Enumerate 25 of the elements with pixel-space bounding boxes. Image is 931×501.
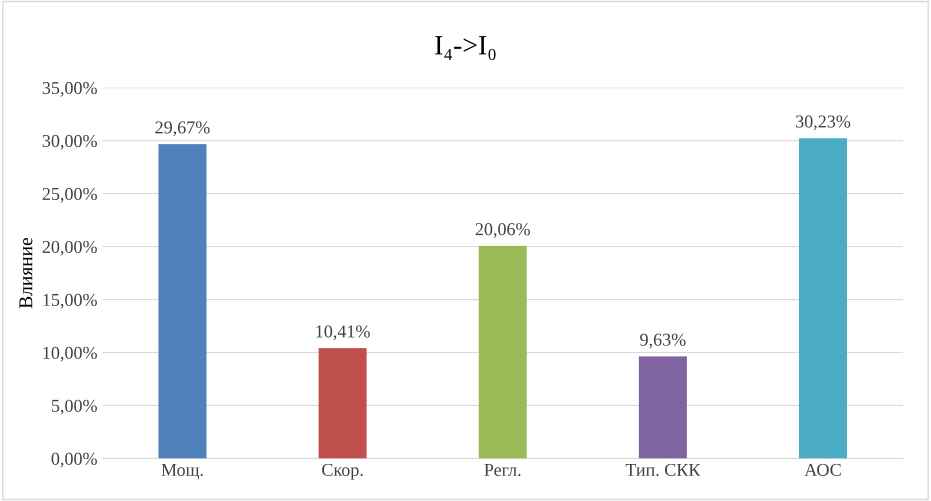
data-label: 10,41% [316, 325, 370, 340]
x-tick-label: Скор. [322, 464, 363, 480]
x-tick-label: Регл. [484, 464, 520, 476]
bar [478, 246, 527, 458]
bar [638, 356, 687, 458]
y-tick-label: 20,00% [42, 240, 97, 256]
data-label: 30,23% [796, 115, 850, 130]
y-axis-title: Влияние [19, 238, 32, 308]
y-tick-label: 10,00% [43, 346, 97, 362]
y-tick-label: 35,00% [42, 82, 97, 97]
bar [158, 144, 206, 458]
data-label: 9,63% [640, 334, 686, 348]
data-label: 29,67% [155, 121, 210, 136]
y-tick-label: 0,00% [52, 452, 97, 468]
data-label: 20,06% [476, 223, 530, 238]
bar [318, 348, 367, 458]
x-tick-label: Тип. СКК [626, 464, 700, 476]
chart-title: I₄->I₀ [435, 36, 496, 60]
y-tick-label: 15,00% [43, 294, 97, 309]
x-tick-label: АОС [804, 464, 841, 476]
bar [798, 138, 848, 458]
x-tick-label: Мощ. [161, 464, 203, 480]
y-tick-label: 30,00% [42, 134, 97, 150]
y-tick-label: 25,00% [42, 188, 97, 203]
y-tick-label: 5,00% [52, 400, 97, 414]
